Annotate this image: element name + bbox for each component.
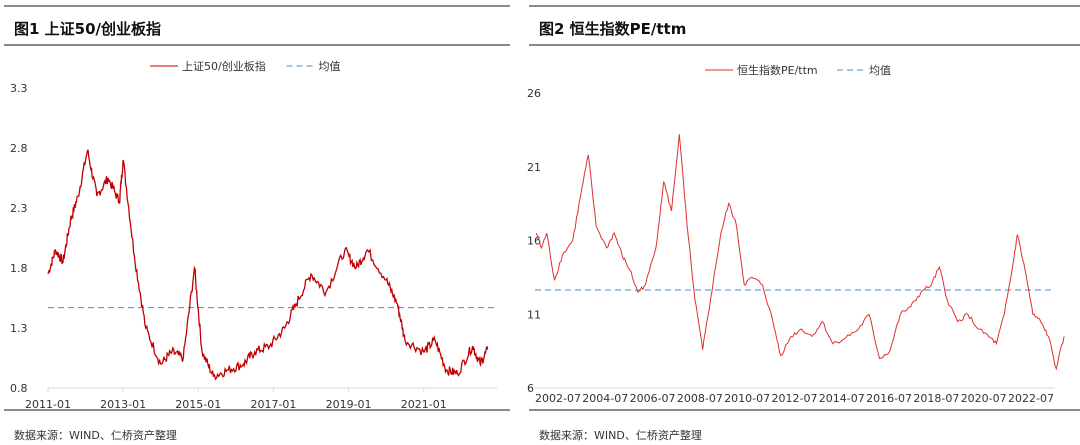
chart-title: 图1 上证50/创业板指 xyxy=(14,20,162,38)
x-tick-label: 2013-01 xyxy=(100,398,146,411)
y-tick-label: 6 xyxy=(527,382,534,395)
source-note: 数据来源：WIND、仁桥资产整理 xyxy=(539,429,702,442)
x-tick-label: 2008-07 xyxy=(677,392,723,405)
top-rule xyxy=(4,5,510,7)
x-tick-label: 2015-01 xyxy=(175,398,221,411)
chart-title: 图2 恒生指数PE/ttm xyxy=(539,20,687,38)
source-note: 数据来源：WIND、仁桥资产整理 xyxy=(14,429,177,442)
y-tick-label: 3.3 xyxy=(10,82,28,95)
chart-panel-2: 图2 恒生指数PE/ttm 数据来源：WIND、仁桥资产整理 26 21 16 11 6… xyxy=(525,0,1080,445)
x-tick-label: 2011-01 xyxy=(25,398,71,411)
x-tick-label: 2006-07 xyxy=(630,392,676,405)
legend-mean-label: 均值 xyxy=(869,64,891,77)
legend-mean-label: 均值 xyxy=(319,60,341,73)
x-tick-label: 2017-01 xyxy=(250,398,296,411)
chart-panel-1: 图1 上证50/创业板指 数据来源：WIND、仁桥资产整理 3.3 2.8 2.3 1… xyxy=(0,0,510,445)
x-tick-label: 2016-07 xyxy=(866,392,912,405)
title-rule xyxy=(4,44,510,46)
chart-svg: 3.3 2.8 2.3 1.8 1.3 0.8 2011-01 2013-01 2015-01 2… xyxy=(10,59,497,411)
x-tick-label: 2002-07 xyxy=(535,392,581,405)
series-line xyxy=(535,134,1065,371)
x-tick-label: 2012-07 xyxy=(772,392,818,405)
x-tick-label: 2018-07 xyxy=(913,392,959,405)
y-tick-label: 0.8 xyxy=(10,382,28,395)
x-tick-label: 2010-07 xyxy=(724,392,770,405)
y-tick-label: 2.3 xyxy=(10,202,28,215)
y-tick-label: 21 xyxy=(527,161,541,174)
y-tick-label: 2.8 xyxy=(10,142,28,155)
y-tick-label: 1.3 xyxy=(10,322,28,335)
x-tick-label: 2019-01 xyxy=(326,398,372,411)
legend-series-label: 恒生指数PE/ttm xyxy=(737,63,818,77)
y-tick-label: 1.8 xyxy=(10,262,28,275)
y-tick-label: 11 xyxy=(527,308,541,321)
y-tick-label: 26 xyxy=(527,87,541,100)
x-tick-label: 2020-07 xyxy=(961,392,1007,405)
series-line xyxy=(47,149,489,381)
x-tick-label: 2021-01 xyxy=(401,398,447,411)
top-rule xyxy=(529,5,1080,7)
bottom-rule xyxy=(529,409,1080,411)
title-rule xyxy=(529,44,1080,46)
bottom-rule xyxy=(4,409,510,411)
x-tick-label: 2014-07 xyxy=(819,392,865,405)
x-tick-label: 2004-07 xyxy=(582,392,628,405)
legend-series-label: 上证50/创业板指 xyxy=(182,59,266,73)
x-tick-label: 2022-07 xyxy=(1008,392,1054,405)
